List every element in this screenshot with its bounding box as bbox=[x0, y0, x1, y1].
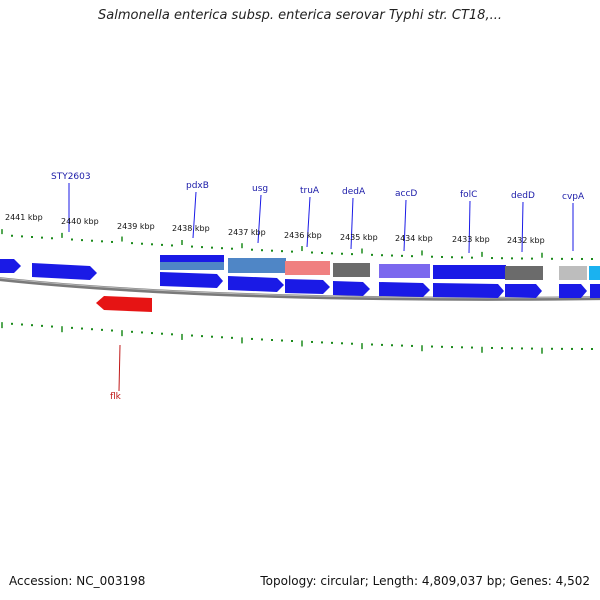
feature-accD[interactable] bbox=[379, 264, 430, 278]
cds-arrow-7[interactable] bbox=[505, 284, 542, 298]
gene-label[interactable]: cvpA bbox=[562, 192, 585, 202]
cds-row-lower bbox=[160, 272, 600, 298]
feature-usg[interactable] bbox=[228, 258, 286, 273]
scale-label: 2440 kbp bbox=[61, 217, 99, 226]
inner-tick-marks bbox=[1, 322, 593, 354]
cds-arrow-3[interactable] bbox=[285, 279, 330, 294]
scale-label: 2434 kbp bbox=[395, 234, 433, 243]
accession-text: Accession: NC_003198 bbox=[9, 574, 146, 588]
cds-arrow-8[interactable] bbox=[559, 284, 587, 298]
gene-labels: STY2603 pdxB usg truA dedA accD folC ded… bbox=[51, 172, 585, 402]
scale-label: 2436 kbp bbox=[284, 231, 322, 240]
cds-arrow-6[interactable] bbox=[433, 283, 504, 298]
scale-labels: 2441 kbp 2440 kbp 2439 kbp 2438 kbp 2437… bbox=[5, 213, 545, 245]
gene-label[interactable]: folC bbox=[460, 190, 477, 200]
cds-arrow-4[interactable] bbox=[333, 281, 370, 296]
cds-arrow-5[interactable] bbox=[379, 282, 430, 297]
cds-arrow-9[interactable] bbox=[590, 284, 600, 298]
scale-label: 2441 kbp bbox=[5, 213, 43, 222]
forward-cds-track bbox=[0, 259, 97, 280]
gene-label[interactable]: STY2603 bbox=[51, 172, 91, 182]
scale-label: 2438 kbp bbox=[172, 224, 210, 233]
cds-arrow-STY2603[interactable] bbox=[32, 263, 97, 280]
gene-label-flk[interactable]: flk bbox=[110, 392, 122, 402]
scale-label: 2437 kbp bbox=[228, 228, 266, 237]
feature-cvpA[interactable] bbox=[559, 266, 587, 280]
scale-label: 2433 kbp bbox=[452, 235, 490, 244]
map-title: Salmonella enterica subsp. enterica sero… bbox=[98, 8, 502, 23]
cds-arrow-flk[interactable] bbox=[96, 296, 152, 312]
feature-track bbox=[160, 255, 600, 280]
scale-label: 2432 kbp bbox=[507, 236, 545, 245]
feature-truA[interactable] bbox=[285, 261, 330, 275]
cds-arrow-edge-left[interactable] bbox=[0, 259, 21, 273]
genome-summary-text: Topology: circular; Length: 4,809,037 bp… bbox=[260, 574, 590, 588]
gene-label[interactable]: dedD bbox=[511, 191, 535, 201]
feature-folC[interactable] bbox=[433, 265, 506, 279]
gene-label[interactable]: pdxB bbox=[186, 181, 209, 191]
cds-arrow-1[interactable] bbox=[160, 272, 223, 288]
genome-backbone-highlight bbox=[0, 277, 600, 299]
scale-label: 2435 kbp bbox=[340, 233, 378, 242]
genome-backbone bbox=[0, 277, 600, 301]
gene-label[interactable]: dedA bbox=[342, 187, 366, 197]
feature-pdxB-overlay bbox=[160, 262, 224, 270]
gene-label[interactable]: usg bbox=[252, 184, 268, 194]
outer-tick-marks bbox=[1, 229, 593, 260]
label-leaders bbox=[68, 183, 574, 392]
feature-cut-edge[interactable] bbox=[589, 266, 600, 280]
gene-label[interactable]: truA bbox=[300, 186, 320, 196]
scale-label: 2439 kbp bbox=[117, 222, 155, 231]
feature-dedD[interactable] bbox=[505, 266, 543, 280]
cds-arrow-2[interactable] bbox=[228, 276, 284, 292]
feature-dedA[interactable] bbox=[333, 263, 370, 277]
gene-label[interactable]: accD bbox=[395, 189, 417, 199]
